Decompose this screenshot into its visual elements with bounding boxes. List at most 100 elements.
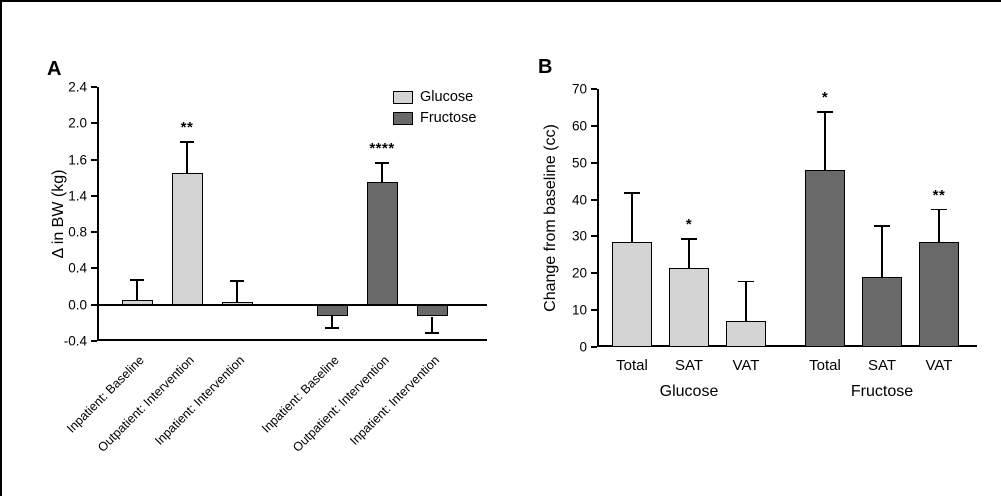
- x-category-label: SAT: [867, 357, 897, 374]
- y-tick-mark: [91, 86, 97, 88]
- x-axis-line: [597, 345, 977, 347]
- panel-b-letter: B: [538, 56, 553, 78]
- error-bar-line: [381, 162, 383, 183]
- error-bar-cap: [817, 111, 833, 113]
- y-tick-mark: [91, 340, 97, 342]
- bar: [669, 267, 709, 347]
- x-group-label: Glucose: [659, 383, 719, 400]
- error-bar-line: [881, 225, 883, 277]
- x-category-label: Total: [616, 357, 648, 374]
- y-tick-label: 0.8: [68, 224, 87, 240]
- bar: [805, 170, 845, 347]
- y-tick-mark: [91, 267, 97, 270]
- bar: [316, 304, 348, 316]
- y-tick-label: 0: [579, 339, 587, 355]
- bar: [366, 182, 398, 305]
- y-tick-label: 0.4: [68, 260, 87, 276]
- x-category-label: VAT: [732, 357, 760, 374]
- x-category-label: Total: [809, 357, 841, 374]
- y-tick-label: 20: [571, 265, 587, 281]
- error-bar-cap: [738, 280, 754, 283]
- y-tick-mark: [591, 198, 597, 201]
- error-bar-cap: [931, 208, 947, 211]
- error-bar-cap: [375, 162, 389, 164]
- bar: [171, 173, 203, 305]
- error-bar-line: [431, 316, 433, 332]
- significance-marker: *: [821, 89, 829, 107]
- y-tick-mark: [91, 194, 97, 197]
- error-bar-line: [136, 279, 138, 301]
- y-tick-mark: [91, 303, 97, 306]
- y-tick-label: 2.4: [68, 79, 87, 95]
- x-category-label: Inpatient: Intervention: [346, 353, 442, 448]
- error-bar-cap: [180, 141, 194, 144]
- bar: [612, 241, 652, 347]
- legend-swatch: [393, 90, 413, 104]
- error-bar-cap: [230, 280, 244, 282]
- significance-marker: **: [180, 119, 194, 137]
- bar: [919, 241, 959, 347]
- bar: [121, 300, 153, 305]
- y-tick-label: 40: [571, 192, 587, 208]
- y-tick-mark: [91, 122, 97, 125]
- y-tick-label: -0.4: [63, 333, 87, 349]
- legend-swatch: [393, 111, 413, 125]
- significance-marker: *: [685, 216, 693, 234]
- y-tick-label: 30: [571, 228, 587, 244]
- y-tick-mark: [591, 88, 597, 90]
- y-tick-mark: [591, 346, 597, 348]
- bar: [726, 321, 766, 347]
- y-tick-mark: [91, 158, 97, 161]
- panel-a-letter: A: [47, 58, 62, 80]
- x-group-label: Fructose: [850, 383, 914, 400]
- x-category-label: SAT: [674, 357, 704, 374]
- panel-a-y-axis-title: Δ in BW (kg): [50, 169, 67, 259]
- error-bar-cap: [624, 192, 640, 194]
- y-tick-label: 2.0: [68, 115, 87, 131]
- error-bar-line: [745, 280, 747, 322]
- x-category-label: Outpatient: Intervention: [95, 353, 197, 455]
- panel-a-plot-area: 2.4 2.0 1.6 1.4 0.8 0.4 0.0 -0.4 Inpatient: Base…: [64, 80, 487, 455]
- legend: Glucose Fructose: [393, 89, 476, 131]
- bar: [862, 276, 902, 347]
- y-axis-line: [597, 89, 599, 347]
- zero-baseline: [99, 303, 487, 306]
- error-bar-line: [938, 208, 940, 242]
- y-axis-line: [97, 87, 99, 341]
- y-tick-label: 1.6: [68, 152, 87, 168]
- legend-entry: Fructose: [393, 110, 476, 126]
- y-tick-mark: [91, 231, 97, 234]
- y-tick-mark: [591, 309, 597, 312]
- y-tick-label: 70: [571, 81, 587, 97]
- panel-b-plot-area: 70 60 50 40 30 20 10 0 Total * SAT VAT * Total SAT ** VA…: [572, 82, 977, 400]
- error-bar-line: [186, 141, 188, 174]
- y-tick-mark: [591, 124, 597, 127]
- y-tick-label: 50: [571, 155, 587, 171]
- bar: [416, 304, 448, 317]
- error-bar-cap: [130, 279, 144, 281]
- legend-entry: Glucose: [393, 89, 476, 105]
- x-axis-line: [97, 339, 487, 341]
- panel-b-y-axis-title: Change from baseline (cc): [542, 124, 559, 312]
- error-bar-line: [631, 192, 633, 242]
- y-tick-label: 10: [571, 302, 587, 318]
- error-bar-line: [331, 315, 333, 328]
- x-category-label: Inpatient: Intervention: [151, 353, 247, 448]
- x-category-label: Outpatient: Intervention: [290, 353, 392, 455]
- error-bar-line: [688, 238, 690, 268]
- significance-marker: **: [932, 186, 946, 204]
- error-bar-cap: [325, 327, 339, 329]
- error-bar-cap: [425, 331, 439, 334]
- error-bar-cap: [681, 238, 697, 240]
- y-tick-mark: [591, 161, 597, 164]
- error-bar-line: [824, 111, 826, 171]
- y-tick-label: 0.0: [68, 297, 87, 313]
- y-tick-mark: [591, 272, 597, 275]
- x-category-label: VAT: [925, 357, 953, 374]
- significance-marker: ****: [369, 140, 395, 158]
- error-bar-cap: [874, 225, 890, 227]
- y-tick-label: 1.4: [68, 188, 87, 204]
- error-bar-line: [236, 280, 238, 302]
- y-tick-label: 60: [571, 118, 587, 134]
